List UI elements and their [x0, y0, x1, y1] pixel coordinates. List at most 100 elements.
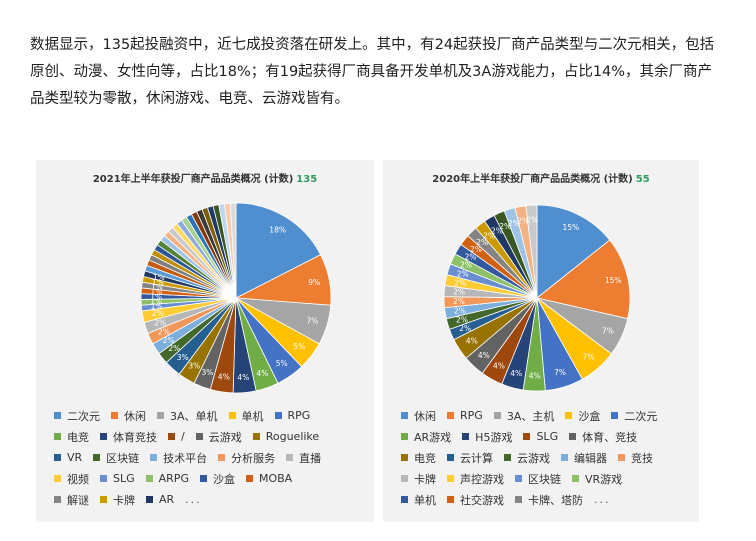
legend-label: 卡牌 — [113, 493, 135, 507]
slice-label: 18% — [269, 225, 286, 234]
legend-2021: 二次元 休闲 3A、单机 单机 RPG 电竞 体育竞技 / 云游戏 Roguelike VR 区块链 技… — [54, 405, 332, 510]
legend-swatch — [100, 475, 107, 482]
legend-label: / — [181, 430, 185, 443]
chart-count: 135 — [296, 174, 318, 185]
legend-item: Roguelike — [252, 430, 319, 443]
slice-label: 2% — [453, 297, 465, 306]
legend-swatch — [447, 496, 454, 503]
legend-swatch — [515, 496, 522, 503]
slice-label: 2% — [456, 315, 468, 324]
legend-swatch — [54, 496, 61, 503]
slice-label: 5% — [276, 359, 288, 368]
legend-item: MOBA — [245, 472, 293, 485]
legend-label: AR游戏 — [414, 430, 452, 444]
slice-label: 2% — [470, 245, 482, 254]
slice-label: 4% — [237, 373, 249, 382]
legend-swatch — [252, 433, 260, 440]
legend-item: 休闲 — [111, 408, 146, 424]
slice-label: 2% — [517, 217, 529, 226]
slice-label: 2% — [499, 222, 511, 231]
legend-label: 社交游戏 — [460, 493, 504, 507]
legend-item: 编辑器 — [561, 450, 607, 466]
legend-label: 云游戏 — [208, 430, 242, 444]
legend-row: 二次元 休闲 3A、单机 单机 RPG — [54, 405, 332, 426]
slice-label: 1% — [152, 278, 164, 287]
legend-swatch — [523, 433, 531, 440]
legend-swatch — [515, 475, 522, 482]
legend-label: AR — [159, 493, 175, 506]
legend-more: ... — [185, 493, 202, 506]
slice-label: 2% — [526, 216, 538, 225]
legend-label: 电竞 — [67, 430, 89, 444]
slice-label: 1% — [150, 287, 162, 296]
slice-label: 2% — [508, 219, 520, 228]
slice-label: 9% — [308, 278, 320, 287]
legend-label: 云游戏 — [517, 451, 550, 465]
slice-label: 3% — [177, 353, 189, 362]
legend-swatch — [565, 412, 573, 419]
chart-panel-2021: 2021年上半年获投厂商产品品类概况 (计数) 135 18% 9% 7% 5% 5% 4%… — [36, 160, 374, 522]
legend-item: 区块链 — [93, 450, 139, 466]
slice-label: 4% — [256, 369, 268, 378]
legend-item: 竞技 — [618, 450, 653, 466]
legend-item: 3A、主机 — [493, 408, 554, 424]
legend-label: 休闲 — [414, 409, 436, 423]
legend-swatch — [274, 412, 282, 419]
slice-label: 2% — [483, 232, 495, 241]
legend-item: 3A、单机 — [157, 408, 218, 424]
legend-item: VR游戏 — [572, 471, 622, 487]
chart-panel-2020: 2020年上半年获投厂商产品品类概况 (计数) 55 15% 15% 7% 7% 7% 4%… — [383, 160, 699, 522]
legend-swatch — [54, 433, 61, 440]
legend-swatch — [199, 475, 207, 482]
legend-item: 云计算 — [447, 450, 493, 466]
legend-label: 二次元 — [67, 409, 100, 423]
pie-slice — [235, 202, 322, 299]
legend-swatch — [504, 454, 511, 461]
legend-item: / — [168, 430, 185, 443]
legend-label: SLG — [113, 472, 135, 485]
slice-label: 2% — [152, 309, 164, 318]
legend-row: 视频 SLG ARPG 沙盒 MOBA — [54, 468, 332, 489]
legend-label: MOBA — [258, 472, 293, 485]
legend-item: 沙盒 — [565, 408, 600, 424]
legend-item: 云游戏 — [195, 429, 242, 445]
legend-swatch — [572, 475, 579, 482]
legend-label: 沙盒 — [212, 472, 235, 486]
legend-item: ARPG — [145, 472, 189, 485]
legend-label: H5游戏 — [475, 430, 513, 444]
legend-item: 卡牌 — [401, 471, 436, 487]
intro-paragraph: 数据显示，135起投融资中，近七成投资落在研发上。其中，有24起获投厂商产品类型… — [30, 37, 715, 107]
legend-item: AR — [146, 493, 174, 506]
slice-label: 4% — [510, 369, 522, 378]
legend-item: 二次元 — [54, 408, 100, 424]
chart-title-2021: 2021年上半年获投厂商产品品类概况 (计数) 135 — [36, 170, 374, 185]
legend-item: 电竞 — [401, 450, 436, 466]
pie-chart-2020: 15%15%7%7%7%4%4%4%4%4%2%2%2%2%2%2%2%2%2%… — [443, 204, 631, 392]
legend-label: 视频 — [67, 472, 89, 486]
pie-slice — [536, 239, 631, 320]
legend-2020: 休闲 RPG 3A、主机 沙盒 二次元 AR游戏 H5游戏 SLG 体育、竞技 电竞 云计算 云游戏 编… — [401, 405, 668, 510]
slice-label: 4% — [493, 362, 505, 371]
legend-swatch — [447, 412, 454, 419]
pie-chart-2021: 18%9%7%5%5%4%4%4%3%3%3%2%2%2%2%2%1%1%1%1… — [140, 202, 332, 394]
legend-row: 休闲 RPG 3A、主机 沙盒 二次元 — [401, 405, 668, 426]
legend-swatch — [401, 475, 408, 482]
slice-label: 3% — [201, 368, 213, 377]
legend-item: 单机 — [228, 408, 264, 424]
legend-item: 卡牌、塔防 — [515, 492, 583, 508]
pie-slice — [229, 202, 237, 299]
legend-item: SLG — [523, 430, 558, 443]
legend-label: 分析服务 — [231, 451, 276, 465]
legend-swatch — [150, 454, 158, 461]
legend-label: 沙盒 — [578, 409, 601, 423]
slice-label: 2% — [158, 328, 170, 337]
legend-swatch — [245, 475, 253, 482]
legend-item: 体育、竞技 — [569, 429, 637, 445]
legend-swatch — [218, 454, 226, 461]
legend-item: 社交游戏 — [447, 492, 504, 508]
legend-item: 二次元 — [611, 408, 657, 424]
slice-label: 1% — [151, 302, 163, 311]
slice-label: 15% — [605, 276, 622, 285]
legend-swatch — [618, 454, 625, 461]
slice-label: 2% — [457, 269, 469, 278]
